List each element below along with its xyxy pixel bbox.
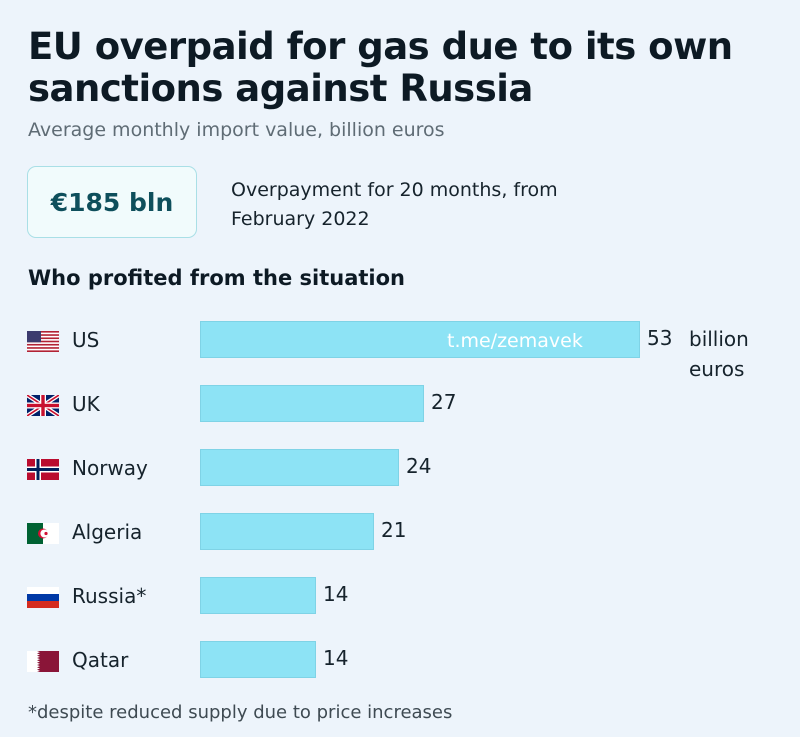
bar xyxy=(200,385,424,422)
category-label: Qatar xyxy=(72,648,129,672)
watermark: t.me/zemavek xyxy=(447,330,583,352)
bar-row: Russia* 14 xyxy=(0,577,800,617)
russia-flag-icon xyxy=(27,587,59,608)
category-label: UK xyxy=(72,392,100,416)
value-label: 27 xyxy=(431,390,457,414)
overpayment-stat-box: €185 bln xyxy=(27,166,197,238)
algeria-flag-icon xyxy=(27,523,59,544)
bar-row: Norway 24 xyxy=(0,449,800,489)
value-label: 14 xyxy=(323,646,349,670)
bar-row: UK 27 xyxy=(0,385,800,425)
category-label: Algeria xyxy=(72,520,143,544)
category-label: US xyxy=(72,328,100,352)
overpayment-description: Overpayment for 20 months, from February… xyxy=(231,179,558,230)
bar xyxy=(200,513,374,550)
value-label: 53 xyxy=(647,326,673,350)
value-label: 14 xyxy=(323,582,349,606)
unit-label: billion euros xyxy=(689,327,749,381)
us-flag-icon xyxy=(27,331,59,352)
bar xyxy=(200,321,640,358)
chart-subtitle: Average monthly import value, billion eu… xyxy=(28,119,445,141)
bar-row: US 53 xyxy=(0,321,800,361)
category-label: Russia* xyxy=(72,584,147,608)
qatar-flag-icon xyxy=(27,651,59,672)
norway-flag-icon xyxy=(27,459,59,480)
chart-title: EU overpaid for gas due to its own sanct… xyxy=(28,25,733,110)
category-label: Norway xyxy=(72,456,148,480)
overpayment-value: €185 bln xyxy=(50,187,174,217)
footnote: *despite reduced supply due to price inc… xyxy=(28,702,453,723)
uk-flag-icon xyxy=(27,395,59,416)
bar xyxy=(200,577,316,614)
bar xyxy=(200,449,399,486)
bar-row: Qatar 14 xyxy=(0,641,800,681)
value-label: 21 xyxy=(381,518,407,542)
bar-row: Algeria 21 xyxy=(0,513,800,553)
section-title: Who profited from the situation xyxy=(28,266,405,290)
value-label: 24 xyxy=(406,454,432,478)
bar xyxy=(200,641,316,678)
